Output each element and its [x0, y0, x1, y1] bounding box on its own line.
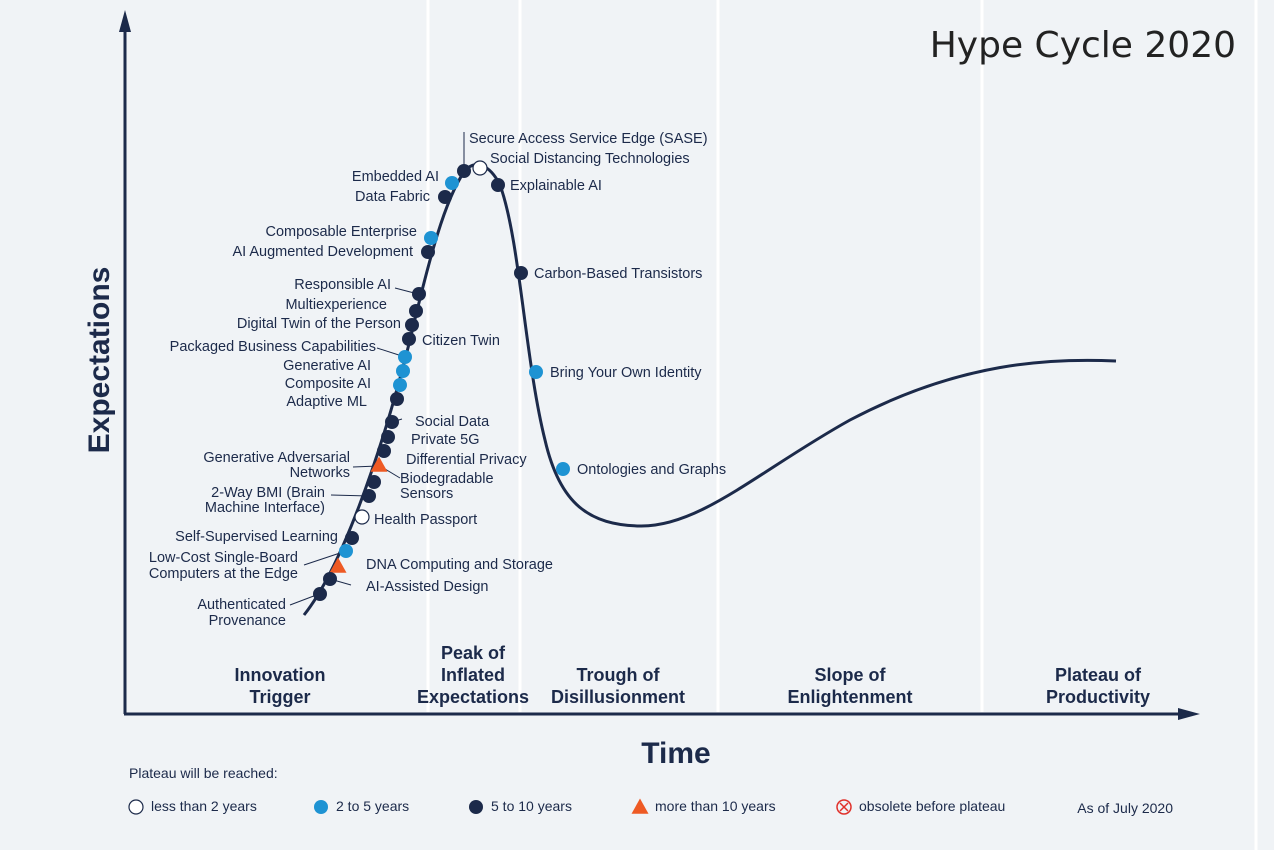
- label-multiexperience: Multiexperience: [285, 297, 387, 313]
- axes: [119, 10, 1200, 720]
- technology-labels: Secure Access Service Edge (SASE) Social …: [149, 131, 726, 629]
- marker-composable-enterprise: [424, 231, 438, 245]
- legend-marker-5to10: [469, 800, 483, 814]
- label-health-passport: Health Passport: [374, 512, 477, 528]
- phase-trough: Trough of Disillusionment: [551, 665, 685, 707]
- x-axis-label: Time: [641, 737, 710, 770]
- marker-bring-your-own-identity: [529, 365, 543, 379]
- label-ontologies-and-graphs: Ontologies and Graphs: [577, 462, 726, 478]
- marker-responsible-ai: [412, 287, 426, 301]
- marker-digital-twin-of-the-person: [405, 318, 419, 332]
- label-differential-privacy: Differential Privacy: [406, 452, 527, 468]
- legend-as-of: As of July 2020: [1077, 800, 1173, 816]
- marker-2-way-bmi-brain-machine-interface: [362, 489, 376, 503]
- label-composite-ai: Composite AI: [285, 376, 371, 392]
- phase-slope: Slope of Enlightenment: [788, 665, 913, 707]
- label-private-5g: Private 5G: [411, 432, 480, 448]
- label-secure-access-service-edge-sase: Secure Access Service Edge (SASE): [469, 131, 708, 147]
- legend-marker-lt2: [128, 799, 144, 815]
- label-social-data: Social Data: [415, 414, 490, 430]
- marker-citizen-twin: [402, 332, 416, 346]
- label-2-way-bmi-brain-machine-interface: 2-Way BMI (Brain Machine Interface): [205, 485, 325, 516]
- marker-explainable-ai: [491, 178, 505, 192]
- label-explainable-ai: Explainable AI: [510, 178, 602, 194]
- legend-label-obsolete: obsolete before plateau: [859, 798, 1005, 814]
- phase-separators: [426, 0, 1258, 850]
- legend-marker-gt10: [631, 798, 649, 814]
- marker-social-distancing-technologies: [472, 160, 488, 176]
- hype-curve: [302, 163, 1117, 616]
- marker-authenticated-provenance: [313, 587, 327, 601]
- marker-composite-ai: [393, 378, 407, 392]
- technology-markers: [313, 160, 570, 601]
- marker-generative-adversarial-networks: [370, 456, 388, 472]
- marker-dna-computing-and-storage: [329, 557, 347, 573]
- label-bring-your-own-identity: Bring Your Own Identity: [550, 365, 702, 381]
- marker-data-fabric: [438, 190, 452, 204]
- marker-multiexperience: [409, 304, 423, 318]
- label-generative-adversarial-networks: Generative Adversarial Networks: [203, 450, 350, 481]
- label-data-fabric: Data Fabric: [355, 189, 430, 205]
- marker-embedded-ai: [445, 176, 459, 190]
- marker-differential-privacy: [377, 444, 391, 458]
- marker-low-cost-single-board-computers-at-the-edge: [339, 544, 353, 558]
- label-low-cost-single-board-computers-at-the-edge: Low-Cost Single-Board Computers at the Ed…: [149, 550, 298, 582]
- label-biodegradable-sensors: Biodegradable Sensors: [400, 471, 494, 502]
- legend-label-2to5: 2 to 5 years: [336, 798, 409, 814]
- legend-marker-2to5: [314, 800, 328, 814]
- marker-generative-ai: [396, 364, 410, 378]
- legend: Plateau will be reached: less than 2 yea…: [128, 765, 1173, 816]
- phase-innovation-trigger: Innovation Trigger: [235, 665, 326, 707]
- marker-secure-access-service-edge-sase: [457, 164, 471, 178]
- legend-label-lt2: less than 2 years: [151, 798, 257, 814]
- label-carbon-based-transistors: Carbon-Based Transistors: [534, 266, 702, 282]
- label-social-distancing-technologies: Social Distancing Technologies: [490, 151, 690, 167]
- label-packaged-business-capabilities: Packaged Business Capabilities: [170, 339, 376, 355]
- marker-packaged-business-capabilities: [398, 350, 412, 364]
- marker-self-supervised-learning: [345, 531, 359, 545]
- label-composable-enterprise: Composable Enterprise: [265, 224, 417, 240]
- label-citizen-twin: Citizen Twin: [422, 333, 500, 349]
- y-axis-label: Expectations: [83, 267, 116, 454]
- label-responsible-ai: Responsible AI: [294, 277, 391, 293]
- label-self-supervised-learning: Self-Supervised Learning: [175, 529, 338, 545]
- label-ai-assisted-design: AI-Assisted Design: [366, 579, 489, 595]
- legend-label-gt10: more than 10 years: [655, 798, 776, 814]
- marker-health-passport: [354, 509, 370, 525]
- marker-ai-assisted-design: [323, 572, 337, 586]
- phase-peak: Peak of Inflated Expectations: [417, 643, 529, 707]
- legend-label-5to10: 5 to 10 years: [491, 798, 572, 814]
- marker-ai-augmented-development: [421, 245, 435, 259]
- label-adaptive-ml: Adaptive ML: [286, 394, 367, 410]
- marker-adaptive-ml: [390, 392, 404, 406]
- marker-social-data: [385, 415, 399, 429]
- marker-carbon-based-transistors: [514, 266, 528, 280]
- label-ai-augmented-development: AI Augmented Development: [232, 244, 413, 260]
- chart-title: Hype Cycle 2020: [930, 25, 1236, 66]
- marker-private-5g: [381, 430, 395, 444]
- label-embedded-ai: Embedded AI: [352, 169, 439, 185]
- label-digital-twin-of-the-person: Digital Twin of the Person: [237, 316, 401, 332]
- marker-biodegradable-sensors: [367, 475, 381, 489]
- legend-marker-obsolete: [836, 799, 852, 815]
- label-dna-computing-and-storage: DNA Computing and Storage: [366, 557, 553, 573]
- label-generative-ai: Generative AI: [283, 358, 371, 374]
- legend-heading: Plateau will be reached:: [129, 765, 278, 781]
- phase-plateau: Plateau of Productivity: [1046, 665, 1150, 707]
- marker-ontologies-and-graphs: [556, 462, 570, 476]
- label-authenticated-provenance: Authenticated Provenance: [197, 597, 286, 629]
- phase-labels: Innovation Trigger Peak of Inflated Expectat…: [235, 643, 1151, 707]
